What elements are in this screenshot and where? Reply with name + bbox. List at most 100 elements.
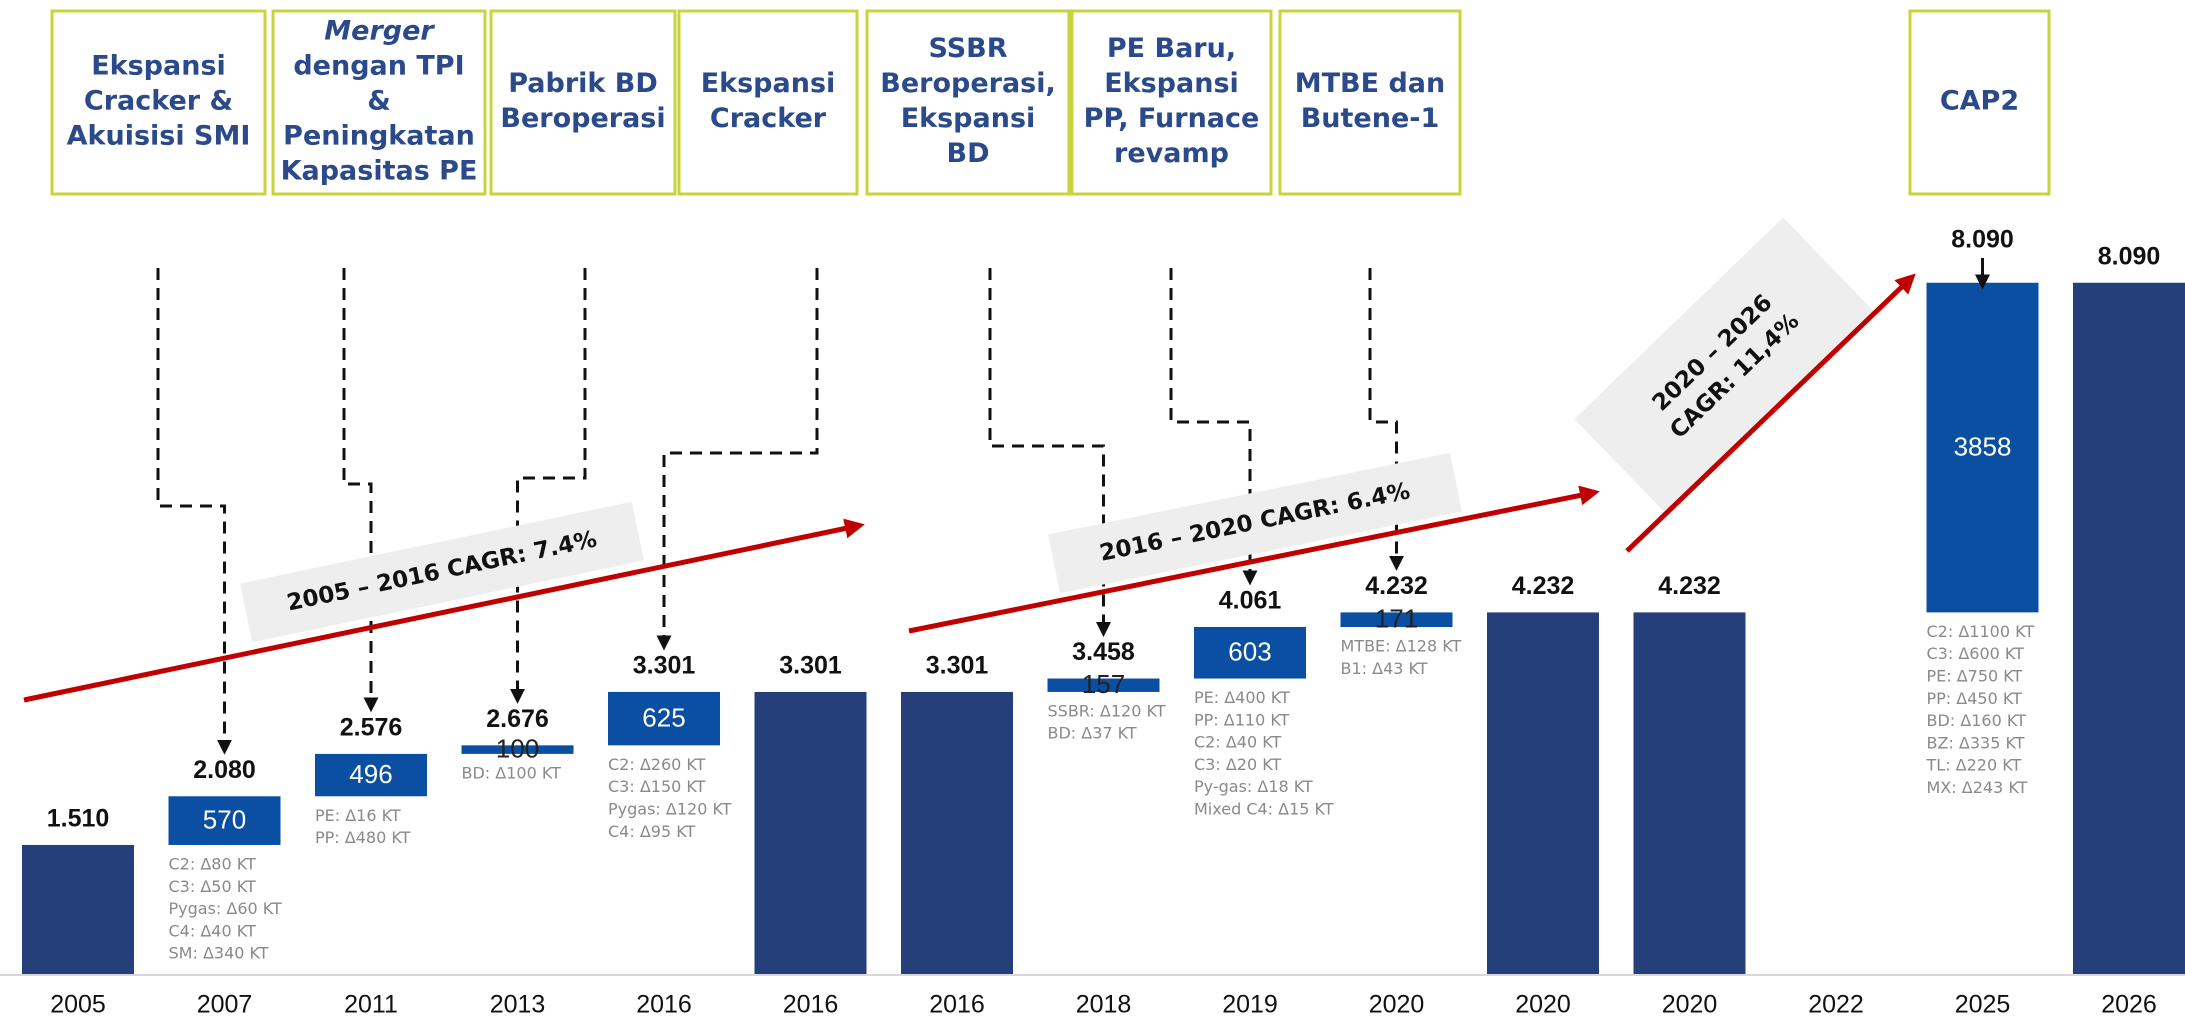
top-label: 4.232 <box>1512 572 1575 600</box>
cagr-arrow <box>1625 273 1916 553</box>
cagr-arrow <box>908 485 1600 634</box>
connector <box>510 268 587 704</box>
cagr-box <box>1574 217 1874 513</box>
top-label: 3.458 <box>1072 638 1135 666</box>
event-text: Pabrik BD <box>508 68 658 99</box>
x-tick-label: 2019 <box>1222 991 1278 1019</box>
note: TL: Δ220 KT <box>1926 756 2022 775</box>
x-tick-label: 2016 <box>929 991 985 1019</box>
top-label: 2.576 <box>340 714 403 742</box>
bar <box>1487 612 1599 974</box>
event-text: Ekspansi <box>91 51 226 82</box>
event-box <box>271 9 487 196</box>
top-label: 8.090 <box>2098 242 2161 270</box>
event-text: SSBR <box>928 33 1007 64</box>
event-text: & <box>367 86 391 117</box>
x-tick-label: 2011 <box>344 991 398 1019</box>
note: MTBE: Δ128 KT <box>1341 637 1462 656</box>
bar-value-label: 171 <box>1375 604 1418 634</box>
event-text: Butene-1 <box>1301 103 1440 134</box>
x-tick-label: 2020 <box>1662 991 1718 1019</box>
event-box <box>1908 9 2051 196</box>
x-tick-label: 2025 <box>1955 991 2011 1019</box>
note: SM: Δ340 KT <box>169 944 269 963</box>
event-text: BD <box>947 138 990 169</box>
bar-value-label: 603 <box>1228 637 1271 667</box>
x-tick-label: 2020 <box>1515 991 1571 1019</box>
note: Pygas: Δ60 KT <box>169 899 283 918</box>
event-text: Beroperasi, <box>880 68 1056 99</box>
bar <box>22 844 134 974</box>
note: PE: Δ750 KT <box>1927 666 2023 685</box>
x-tick-label: 2026 <box>2101 991 2157 1019</box>
top-label: 1.510 <box>47 805 110 833</box>
event-text: Cracker & <box>84 86 233 117</box>
note: SSBR: Δ120 KT <box>1048 701 1166 720</box>
x-tick-label: 2016 <box>783 991 839 1019</box>
event-text: revamp <box>1114 138 1229 169</box>
bar <box>1926 282 2039 613</box>
event-text: Kapasitas PE <box>281 156 478 187</box>
connector <box>342 268 379 713</box>
bar-value-label: 625 <box>642 703 685 733</box>
note: C2: Δ1100 KT <box>1927 622 2035 641</box>
bar <box>315 753 427 797</box>
note: Py-gas: Δ18 KT <box>1194 777 1313 796</box>
note: C3: Δ600 KT <box>1927 644 2025 663</box>
bar <box>901 691 1013 974</box>
bar <box>1194 627 1306 679</box>
note: Mixed C4: Δ15 KT <box>1194 800 1334 819</box>
cagr-box <box>240 501 644 643</box>
bar <box>1633 612 1746 974</box>
connector <box>156 268 232 755</box>
note: B1: Δ43 KT <box>1341 659 1428 678</box>
x-tick-label: 2018 <box>1076 991 1132 1019</box>
event-box <box>1070 9 1273 196</box>
top-label: 4.232 <box>1365 572 1428 600</box>
event-text: Beroperasi <box>500 103 665 134</box>
event-text: Ekspansi <box>1104 68 1239 99</box>
bar-value-label: 157 <box>1082 669 1125 699</box>
cagr-arrow <box>23 518 865 703</box>
event-text: Ekspansi <box>701 68 836 99</box>
note: C2: Δ40 KT <box>1194 733 1281 752</box>
bar <box>1340 612 1453 628</box>
note: BZ: Δ335 KT <box>1927 733 2025 752</box>
x-tick-label: 2016 <box>636 991 692 1019</box>
cagr-label: 2005 – 2016 CAGR: 7.4% <box>240 501 644 643</box>
note: PP: Δ450 KT <box>1927 689 2023 708</box>
bar-value-label: 3858 <box>1954 431 2012 461</box>
top-label: 3.301 <box>926 652 989 680</box>
event-box <box>865 9 1071 196</box>
note: C2: Δ80 KT <box>169 854 256 873</box>
connector <box>656 268 819 651</box>
note: BD: Δ37 KT <box>1048 724 1137 743</box>
x-tick-label: 2007 <box>197 991 253 1019</box>
note: PP: Δ480 KT <box>315 828 411 847</box>
note: PE: Δ16 KT <box>315 806 401 825</box>
note: C3: Δ150 KT <box>608 777 706 796</box>
bar <box>1047 678 1160 692</box>
note: C2: Δ260 KT <box>608 755 706 774</box>
event-text: PP, Furnace <box>1084 103 1260 134</box>
top-label: 2.080 <box>193 756 256 784</box>
top-label: 4.061 <box>1219 587 1282 615</box>
bar <box>754 691 867 974</box>
event-text: MTBE dan <box>1295 68 1445 99</box>
top-label: 4.232 <box>1658 572 1721 600</box>
bar-value-label: 496 <box>349 759 392 789</box>
event-box <box>677 9 859 196</box>
x-tick-label: 2005 <box>50 991 106 1019</box>
event-text: Peningkatan <box>283 121 475 152</box>
x-tick-label: 2013 <box>490 991 546 1019</box>
note: C4: Δ95 KT <box>608 822 695 841</box>
event-box <box>489 9 677 196</box>
top-label: 3.301 <box>633 652 696 680</box>
x-tick-label: 2022 <box>1808 991 1864 1019</box>
bar <box>461 745 574 754</box>
bar <box>168 796 281 845</box>
x-tick-label: 2020 <box>1369 991 1425 1019</box>
event-text: PE Baru, <box>1107 33 1236 64</box>
